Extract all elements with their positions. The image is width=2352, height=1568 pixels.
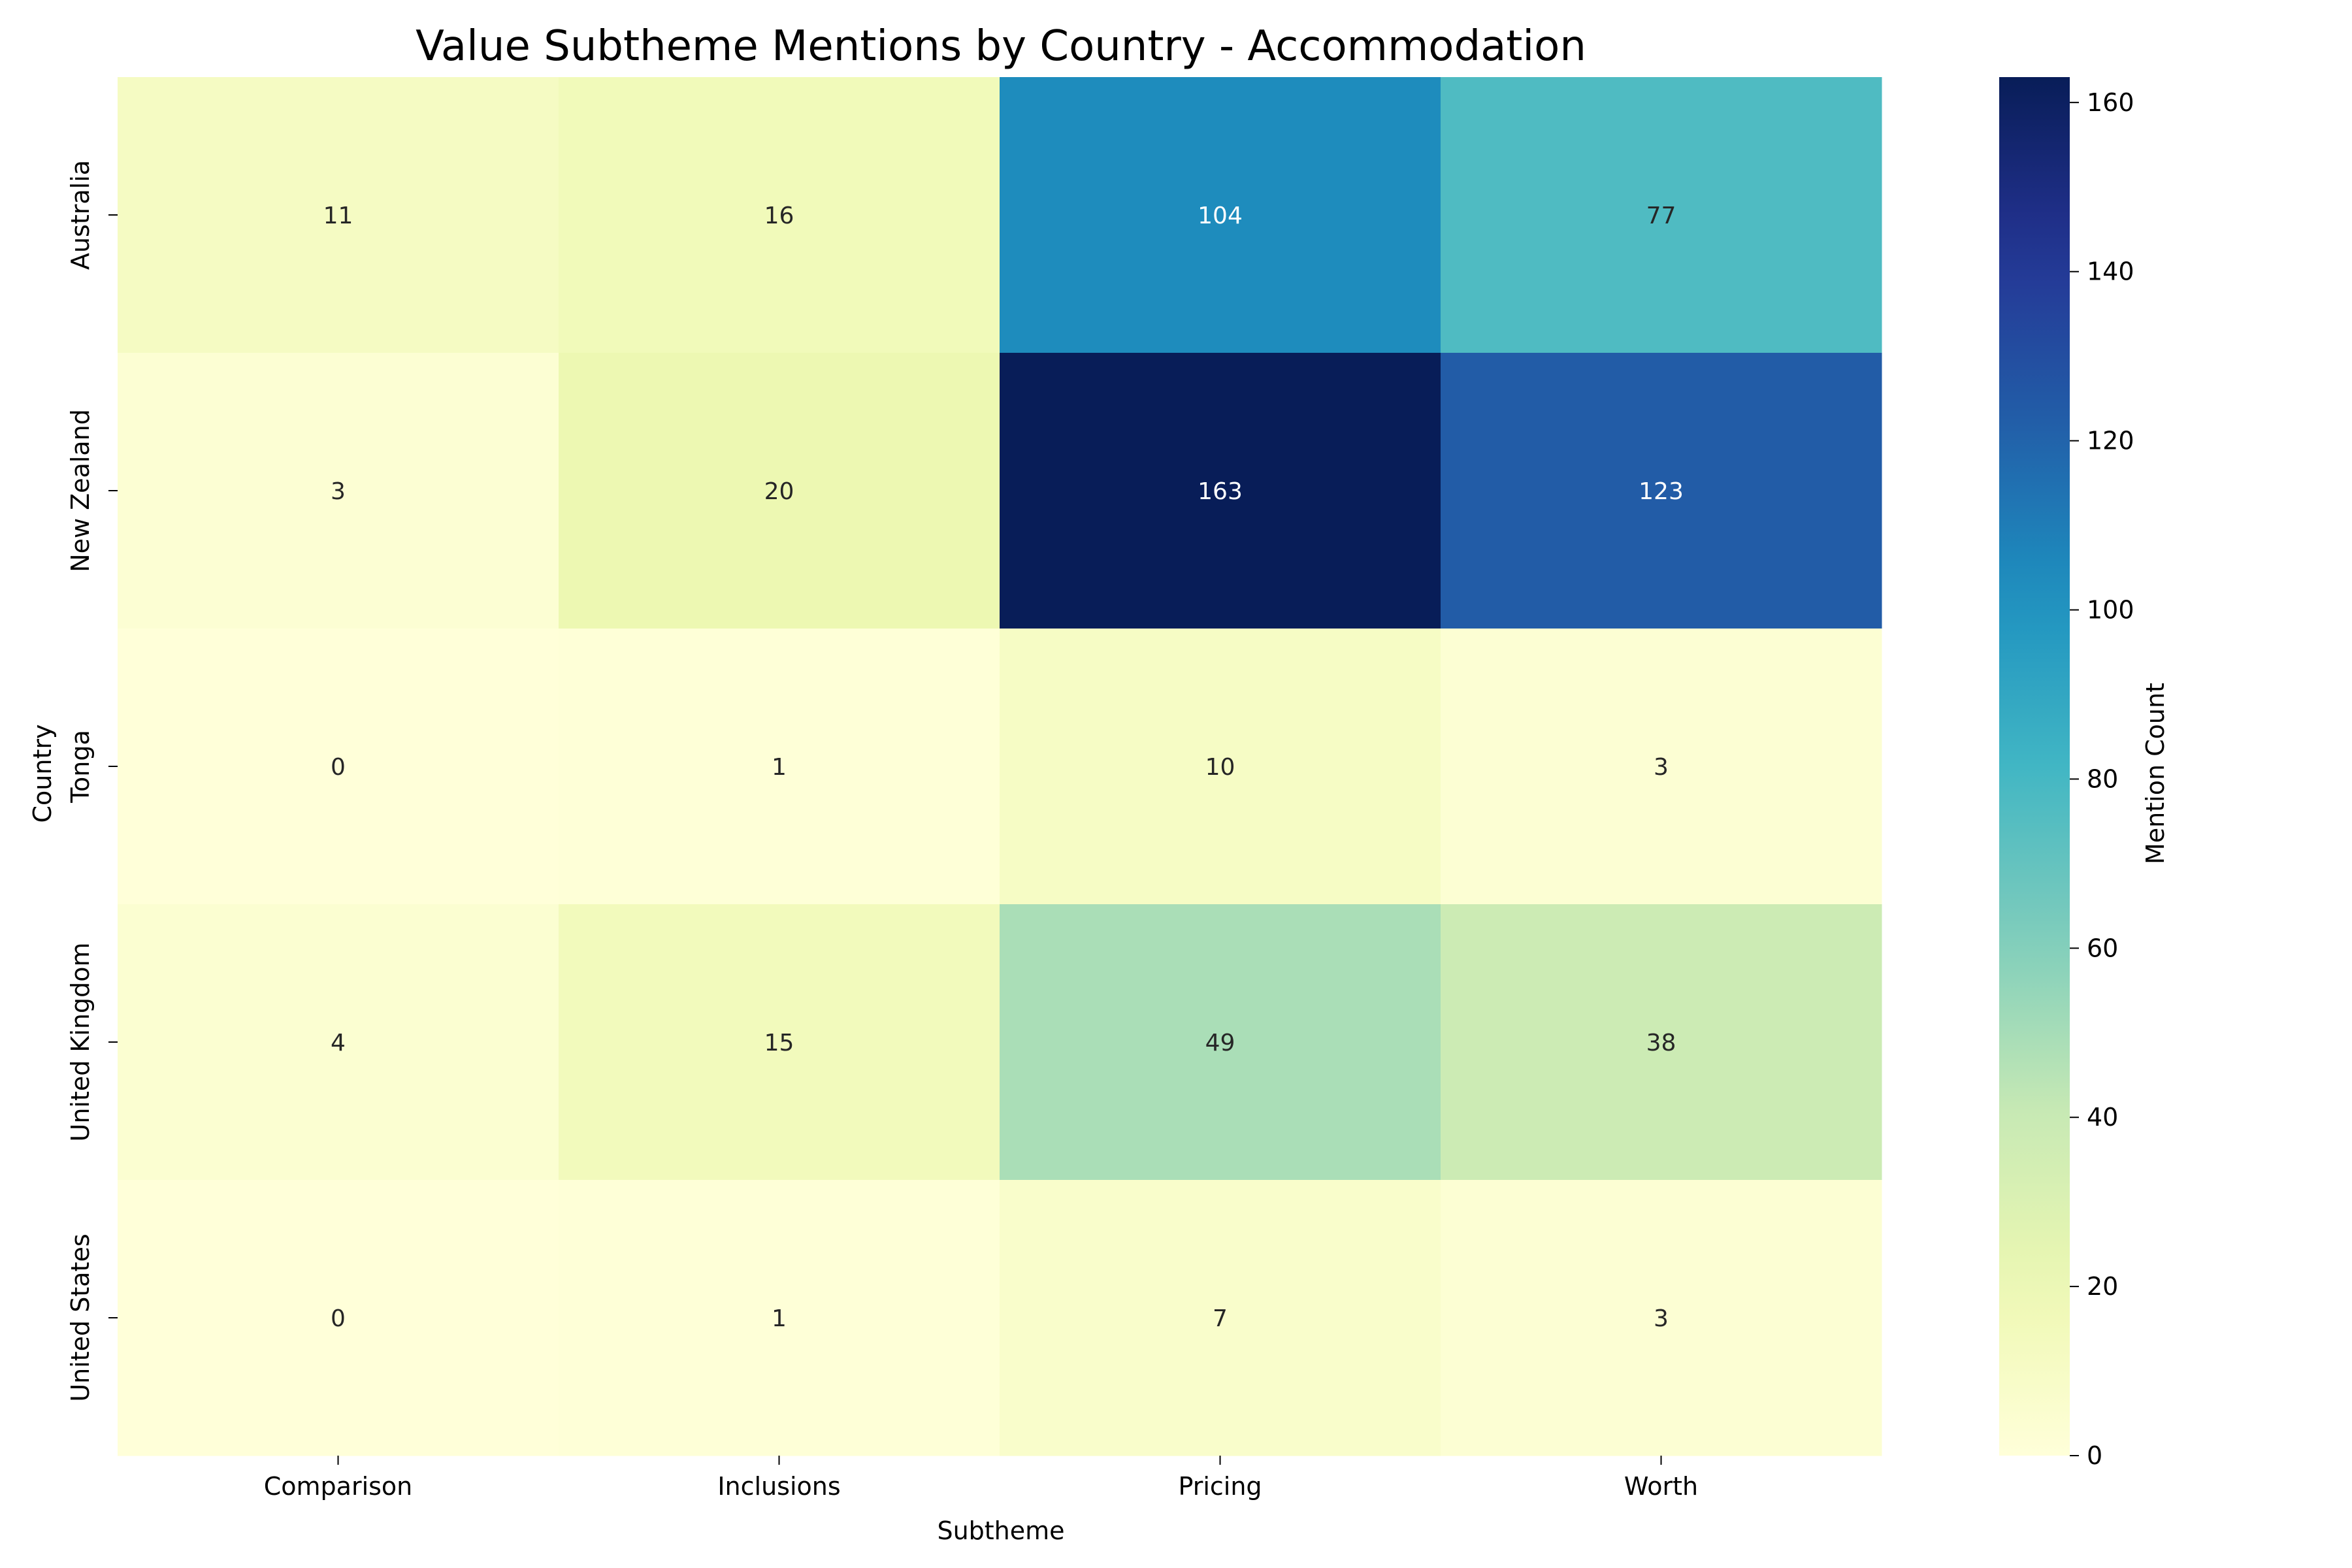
cell-value-label: 15	[764, 1030, 794, 1056]
y-axis: Australia New Zealand Tonga United Kingdom U…	[66, 160, 118, 1402]
heatmap-cell	[118, 353, 559, 629]
heatmap-cell	[559, 904, 1000, 1181]
heatmap-cell	[1441, 904, 1882, 1181]
colorbar-tick-label: 80	[2087, 764, 2118, 793]
cell-value-label: 16	[764, 203, 794, 229]
cell-value-label: 38	[1646, 1030, 1676, 1056]
heatmap-cell	[1441, 629, 1882, 905]
heatmap-cell	[1000, 77, 1441, 353]
colorbar-label: Mention Count	[2141, 683, 2170, 864]
y-tick-label: Australia	[66, 160, 95, 270]
cell-value-label: 3	[1654, 1305, 1669, 1332]
y-tick-label: Tonga	[66, 730, 95, 804]
colorbar-gradient	[1999, 77, 2070, 1456]
cell-value-label: 49	[1205, 1030, 1235, 1056]
heatmap-cell	[1000, 629, 1441, 905]
heatmap-cell	[1000, 1180, 1441, 1456]
y-tick-label: United Kingdom	[66, 942, 95, 1141]
colorbar-tick-label: 100	[2087, 596, 2134, 625]
cell-value-label: 3	[1654, 754, 1669, 781]
x-tick-label: Inclusions	[717, 1472, 840, 1501]
heatmap-cell	[1000, 904, 1441, 1181]
heatmap-cell	[118, 904, 559, 1181]
colorbar-tick-label: 60	[2087, 934, 2118, 962]
cell-value-label: 20	[764, 478, 794, 505]
heatmap-cell-labels: 11 16 104 77 3 20 163 123 0 1 10 3 4 15 49 38 0 1 7 3	[323, 203, 1684, 1332]
cell-value-label: 10	[1205, 754, 1235, 781]
colorbar-tick-label: 0	[2087, 1441, 2102, 1470]
cell-value-label: 7	[1213, 1305, 1228, 1332]
x-tick-label: Pricing	[1178, 1472, 1262, 1501]
heatmap-cell	[118, 1180, 559, 1456]
cell-value-label: 123	[1639, 478, 1684, 505]
heatmap-cell	[559, 353, 1000, 629]
y-tick-label: New Zealand	[66, 409, 95, 572]
x-tick-label: Worth	[1624, 1472, 1698, 1501]
colorbar-tick-label: 160	[2087, 88, 2134, 117]
x-axis: Comparison Inclusions Pricing Worth	[264, 1456, 1698, 1501]
x-tick-label: Comparison	[264, 1472, 413, 1501]
cell-value-label: 1	[772, 754, 787, 781]
cell-value-label: 0	[331, 754, 346, 781]
heatmap-cells	[118, 77, 1882, 1456]
heatmap-cell	[1441, 77, 1882, 353]
cell-value-label: 4	[331, 1030, 346, 1056]
heatmap-cell	[1441, 1180, 1882, 1456]
cell-value-label: 77	[1646, 203, 1676, 229]
colorbar-tick-label: 120	[2087, 427, 2134, 455]
colorbar: 0 20 40 60 80 100 120 140 160	[1999, 77, 2134, 1470]
cell-value-label: 3	[331, 478, 346, 505]
x-axis-label: Subtheme	[937, 1516, 1064, 1545]
cell-value-label: 104	[1198, 203, 1243, 229]
cell-value-label: 1	[772, 1305, 787, 1332]
colorbar-tick-label: 20	[2087, 1272, 2118, 1301]
heatmap-cell	[559, 1180, 1000, 1456]
cell-value-label: 0	[331, 1305, 346, 1332]
colorbar-tick-label: 40	[2087, 1103, 2118, 1132]
heatmap-cell	[1000, 353, 1441, 629]
cell-value-label: 163	[1198, 478, 1243, 505]
heatmap-cell	[118, 77, 559, 353]
cell-value-label: 11	[323, 203, 353, 229]
heatmap-cell	[559, 77, 1000, 353]
y-tick-label: United States	[66, 1233, 95, 1401]
colorbar-tick-label: 140	[2087, 257, 2134, 286]
heatmap-cell	[559, 629, 1000, 905]
y-axis-label: Country	[28, 725, 57, 823]
chart-title: Value Subtheme Mentions by Country - Acc…	[416, 22, 1586, 71]
heatmap-cell	[118, 629, 559, 905]
heatmap-cell	[1441, 353, 1882, 629]
